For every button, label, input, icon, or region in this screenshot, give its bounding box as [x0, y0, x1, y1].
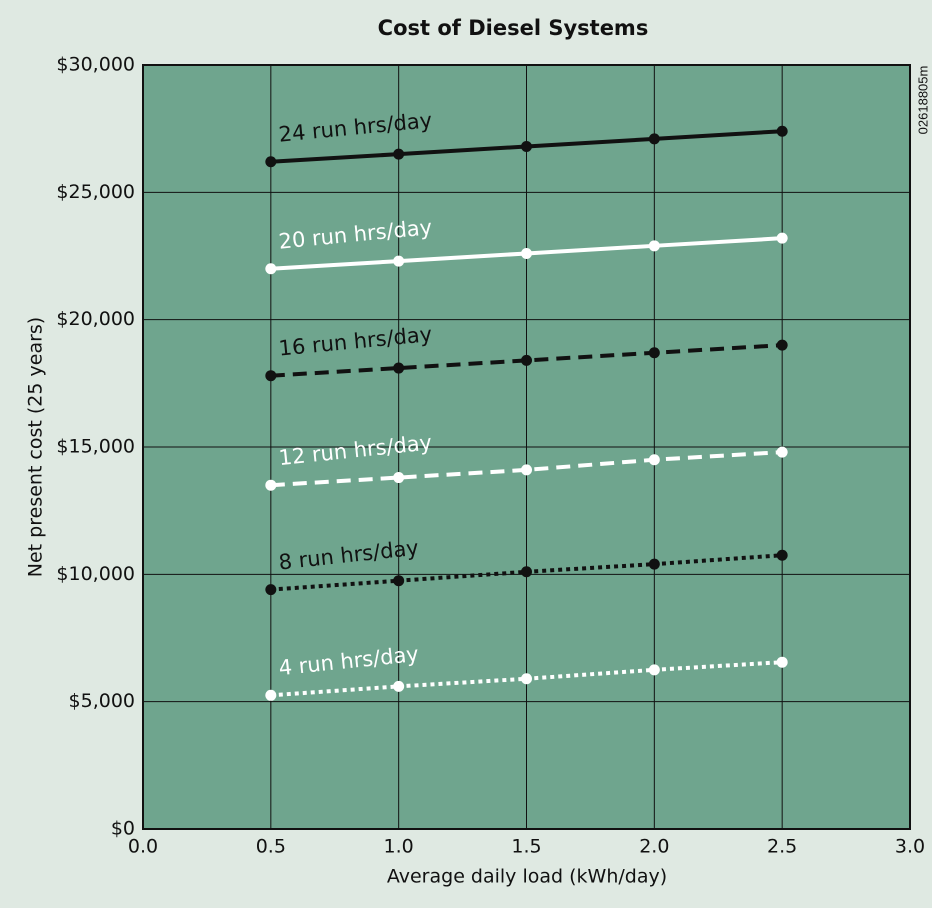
data-point: [648, 558, 660, 570]
data-point: [521, 247, 532, 259]
data-point: [648, 133, 660, 145]
data-point: [648, 240, 660, 252]
data-point: [265, 156, 277, 168]
x-axis-label: Average daily load (kWh/day): [387, 866, 667, 888]
x-tick-label: 2.0: [639, 836, 669, 858]
data-point: [265, 584, 277, 596]
data-point: [393, 575, 405, 587]
data-point: [393, 680, 405, 692]
data-point: [393, 472, 405, 484]
x-tick-label: 2.5: [767, 836, 797, 858]
data-point: [776, 339, 788, 351]
data-point: [776, 656, 788, 668]
plot-border: [142, 64, 911, 830]
y-tick-label: $10,000: [56, 563, 135, 585]
series-line: [270, 343, 783, 378]
data-point: [776, 446, 788, 458]
data-point: [648, 454, 660, 466]
x-tick-label: 1.0: [384, 836, 414, 858]
data-point: [776, 232, 788, 244]
y-tick-label: $0: [111, 818, 135, 840]
data-point: [265, 370, 277, 382]
y-tick-label: $15,000: [56, 436, 135, 458]
data-point: [393, 362, 405, 374]
x-tick-label: 0.0: [128, 836, 158, 858]
chart-title: Cost of Diesel Systems: [378, 16, 649, 40]
data-point: [776, 125, 788, 137]
data-point: [521, 354, 532, 366]
data-point: [776, 549, 788, 561]
data-point: [265, 689, 277, 701]
data-point: [521, 464, 532, 476]
data-point: [521, 140, 532, 152]
y-tick-label: $20,000: [56, 308, 135, 330]
data-point: [521, 673, 532, 685]
x-tick-label: 0.5: [256, 836, 286, 858]
data-point: [393, 255, 405, 267]
y-tick-label: $30,000: [56, 54, 135, 76]
data-point: [648, 347, 660, 359]
y-tick-label: $5,000: [69, 690, 135, 712]
data-point: [648, 664, 660, 676]
data-point: [521, 566, 532, 578]
side-note: 02618805m: [915, 66, 930, 135]
y-tick-label: $25,000: [56, 181, 135, 203]
data-point: [265, 263, 277, 275]
y-axis-label: Net present cost (25 years): [25, 317, 47, 577]
series-line: [270, 450, 783, 488]
data-point: [265, 479, 277, 491]
x-tick-label: 3.0: [895, 836, 925, 858]
data-point: [393, 148, 405, 160]
x-tick-label: 1.5: [511, 836, 541, 858]
